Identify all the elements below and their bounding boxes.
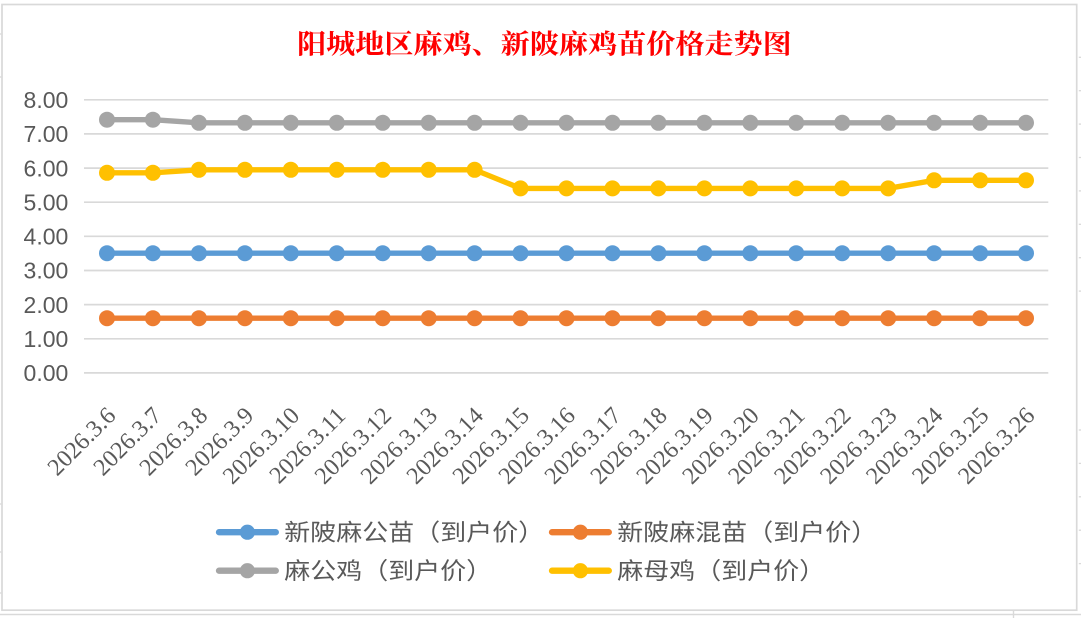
svg-text:6.00: 6.00 <box>24 155 69 181</box>
svg-text:7.00: 7.00 <box>24 121 69 147</box>
svg-text:1.00: 1.00 <box>24 326 69 352</box>
svg-text:0.00: 0.00 <box>24 360 69 386</box>
svg-text:3.00: 3.00 <box>24 258 69 284</box>
svg-text:8.00: 8.00 <box>24 87 69 113</box>
svg-text:2.00: 2.00 <box>24 292 69 318</box>
svg-text:5.00: 5.00 <box>24 189 69 215</box>
svg-text:4.00: 4.00 <box>24 224 69 250</box>
